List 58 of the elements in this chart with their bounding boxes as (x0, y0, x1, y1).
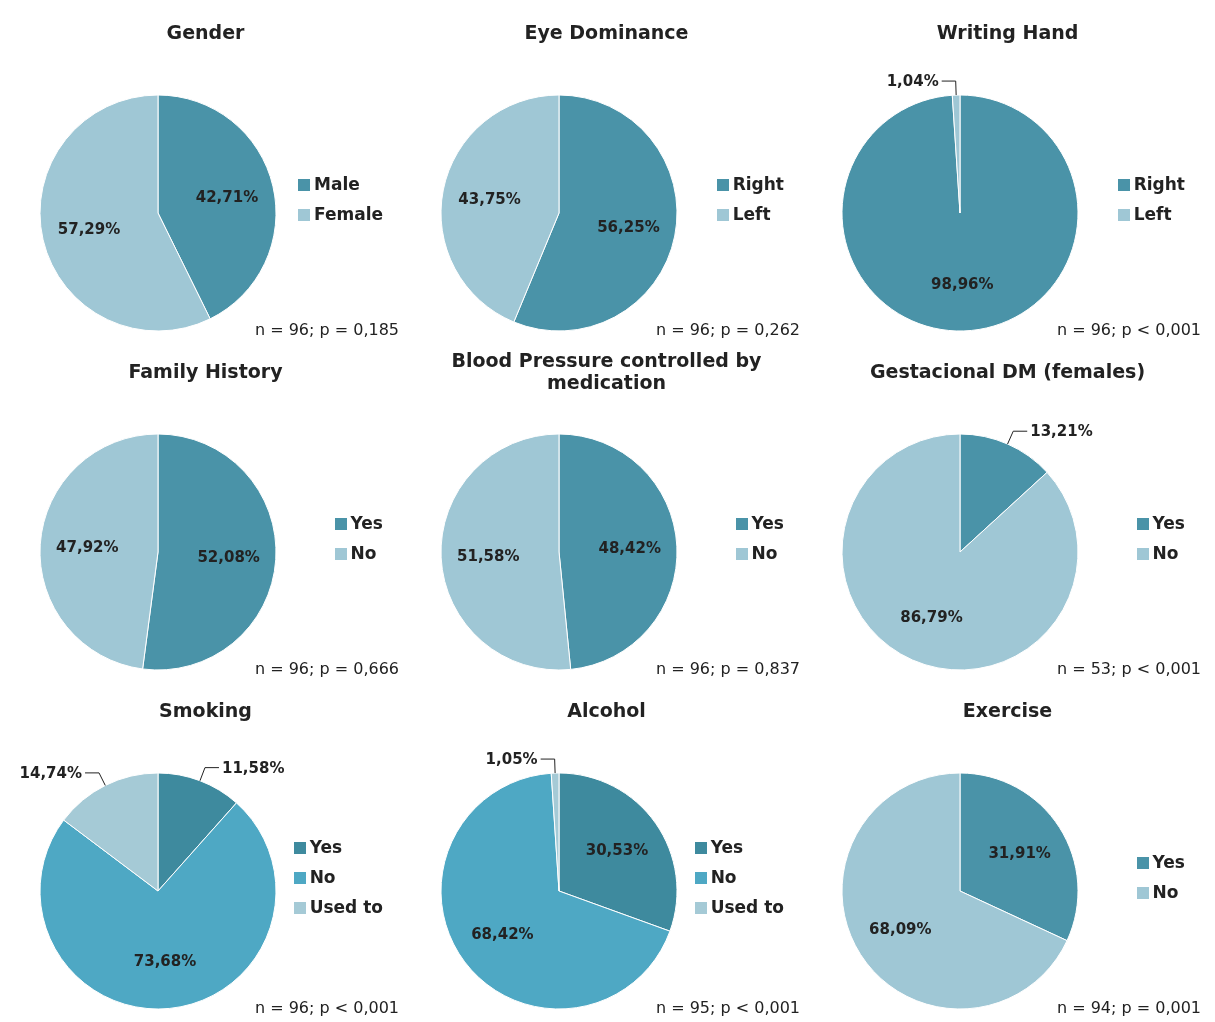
data-label: 43,75% (458, 190, 521, 209)
text: n = 94; p = 0,001 (1056, 998, 1201, 1017)
legend-label: Left (732, 203, 771, 224)
chart-title: Alcohol (566, 698, 647, 723)
data-label: 68,42% (471, 924, 534, 943)
data-label: 98,96% (931, 274, 994, 293)
legend-label: Yes (1152, 512, 1185, 533)
legend-label: No (1152, 881, 1179, 902)
legend-label: Left (1133, 203, 1172, 224)
chart-title: Family History (127, 359, 284, 384)
text: n = 96; p = 0,837 (655, 659, 800, 678)
legend-label: No (751, 542, 778, 563)
legend-label: Right (732, 173, 784, 194)
chart-title: Gestacional DM (females) (868, 359, 1147, 384)
legend-label: No (350, 542, 377, 563)
legend-label: No (710, 866, 737, 887)
data-label: 48,42% (598, 539, 661, 558)
legend-label: No (309, 866, 336, 887)
chart-title: Exercise (961, 698, 1054, 723)
text: n = 53; p < 0,001 (1056, 659, 1201, 678)
data-label: 56,25% (597, 217, 660, 236)
chart-title: Gender (165, 20, 246, 45)
text: n = 96; p = 0,666 (254, 659, 399, 678)
data-label: 73,68% (133, 952, 197, 971)
text: n = 95; p < 0,001 (655, 998, 800, 1017)
legend-label: Yes (710, 836, 744, 857)
text: n = 96; p < 0,001 (1056, 320, 1201, 339)
data-label: 13,21% (1030, 422, 1093, 441)
legend-label: Male (314, 173, 360, 194)
text: n = 96; p < 0,001 (254, 998, 399, 1017)
legend-label: Yes (751, 512, 784, 533)
legend-label: Right (1133, 173, 1185, 194)
chart-title: Writing Hand (935, 20, 1080, 45)
data-label: 1,05% (485, 750, 538, 769)
legend-label: Yes (350, 512, 383, 533)
data-label: 42,71% (195, 187, 259, 206)
chart-title: Blood Pressure controlled by medication (450, 348, 763, 395)
data-label: 1,04% (886, 72, 939, 91)
legend-label: Yes (309, 836, 343, 857)
data-label: 52,08% (197, 547, 260, 566)
data-label: 57,29% (57, 220, 121, 239)
chart-title: Smoking (158, 698, 253, 723)
data-label: 30,53% (585, 841, 649, 860)
legend-label: Yes (1152, 851, 1185, 872)
data-label: 14,74% (19, 763, 83, 782)
legend-label: Used to (309, 896, 383, 917)
text: n = 96; p = 0,262 (655, 320, 800, 339)
legend-label: Used to (710, 896, 784, 917)
data-label: 68,09% (869, 920, 932, 939)
data-label: 51,58% (457, 546, 520, 565)
data-label: 86,79% (900, 607, 963, 626)
legend-label: No (1152, 542, 1179, 563)
data-label: 31,91% (988, 843, 1051, 862)
text: n = 96; p = 0,185 (254, 320, 399, 339)
legend-label: Female (314, 203, 383, 224)
chart-title: Eye Dominance (523, 20, 690, 45)
data-label: 47,92% (56, 538, 119, 557)
data-label: 11,58% (221, 758, 285, 777)
